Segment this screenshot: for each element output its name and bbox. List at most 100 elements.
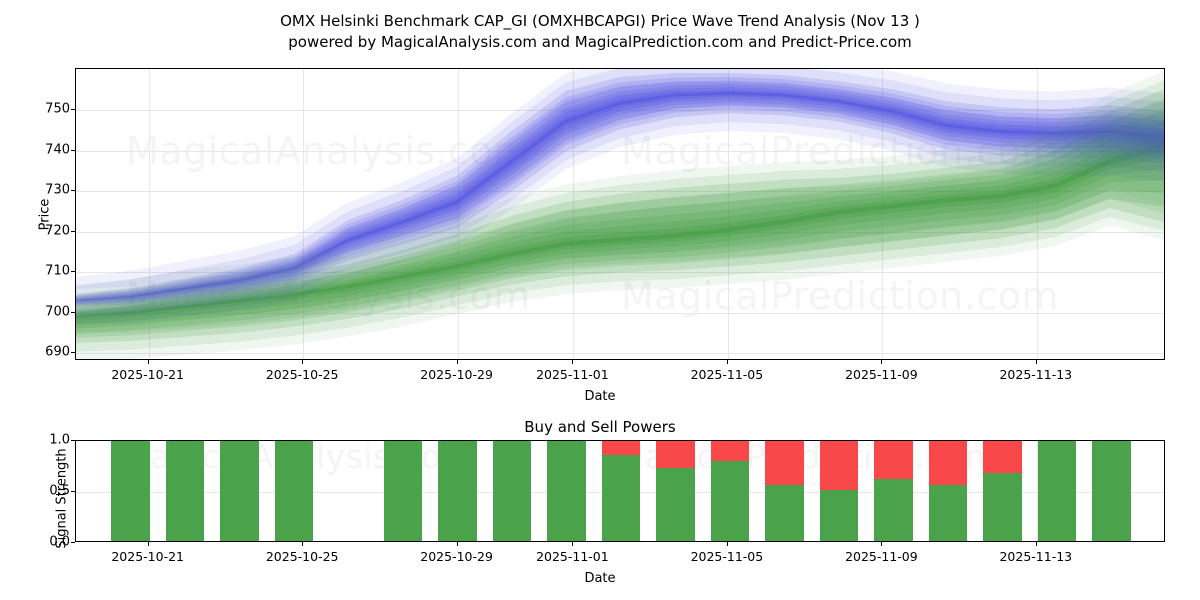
buy-power-segment [601,455,641,541]
buy-power-segment [710,461,750,541]
buy-power-segment [1092,441,1131,541]
signal-bar [438,441,477,541]
ytick-mark-710 [71,271,75,273]
price-y-axis-title: Price [37,198,53,231]
price-x-axis-title: Date [584,389,616,404]
figure-title-line2: powered by MagicalAnalysis.com and Magic… [288,33,912,51]
sell-power-segment [601,441,641,456]
xtick-mark-s5 [881,542,883,546]
ytick-730: 730 [45,182,70,198]
xtick-signal-2: 2025-10-29 [420,549,493,564]
sell-power-segment [928,441,968,485]
xtick-signal-3: 2025-11-01 [536,549,609,564]
xtick-signal-4: 2025-11-05 [690,549,764,564]
signal-bar [1037,441,1077,541]
ytick-mark-690 [71,352,75,354]
signal-chart-plot-area: MagicalAnalysis.com MagicalPrediction.co… [75,440,1165,542]
xtick-price-5: 2025-11-09 [845,367,918,382]
buy-power-segment [383,441,423,541]
buy-power-segment [547,441,586,541]
xtick-price-6: 2025-11-13 [999,367,1073,382]
signal-bar [765,441,804,541]
signal-bar [220,441,259,541]
price-wave-bands [76,69,1164,359]
buy-power-segment [492,441,532,541]
gridline-x-2025-11-13 [1036,69,1038,359]
ytick-740: 740 [45,142,70,158]
xtick-price-2: 2025-10-29 [420,367,493,382]
xtick-mark-s0 [147,542,149,546]
signal-bar [274,441,314,541]
signal-y-tickmarks [71,440,76,543]
signal-bar [1092,441,1131,541]
xtick-price-0: 2025-10-21 [111,367,185,382]
gridline-x-2025-11-09 [882,69,884,359]
ytick-mark-s0 [71,542,75,543]
ytick-720: 720 [45,223,70,239]
ytick-mark-750 [71,109,75,111]
signal-bar [547,441,586,541]
signal-bar [165,441,205,541]
sell-power-segment [874,441,913,479]
ytick-mark-s1 [71,440,75,441]
xtick-signal-6: 2025-11-13 [999,549,1073,564]
xtick-price-1: 2025-10-25 [265,367,339,382]
xtick-price-4: 2025-11-05 [690,367,764,382]
ytick-mark-s05 [71,491,75,492]
price-x-axis-labels: 2025-10-21 2025-10-25 2025-10-29 2025-11… [75,367,1165,385]
xtick-mark-s4 [726,542,728,546]
xtick-signal-1: 2025-10-25 [265,549,339,564]
gridline-x-2025-10-29 [457,69,459,359]
xtick-price-3: 2025-11-01 [536,367,609,382]
signal-bar [111,441,150,541]
signal-chart-title: Buy and Sell Powers [524,418,676,436]
buy-power-segment [111,441,150,541]
gridline-sx-2025-11-13 [1036,441,1038,541]
xtick-mark-p4 [726,360,728,364]
sell-power-segment [656,441,695,468]
gridline-y-710 [76,272,1164,274]
gridline-y-750 [76,110,1164,112]
buy-power-segment [656,467,695,541]
signal-bar [601,441,641,541]
price-chart-plot-area: MagicalAnalysis.com MagicalPrediction.co… [75,68,1165,360]
signal-x-axis-labels: 2025-10-21 2025-10-25 2025-10-29 2025-11… [75,549,1165,567]
sell-power-segment [710,441,750,462]
xtick-mark-s3 [572,542,574,546]
xtick-mark-s6 [1035,542,1037,546]
signal-bar [874,441,913,541]
signal-x-tickmarks [75,542,1165,548]
xtick-mark-p2 [456,360,458,364]
sell-power-segment [983,441,1022,473]
buy-power-segment [274,441,314,541]
signal-bar [710,441,750,541]
xtick-mark-p3 [572,360,574,364]
ytick-690: 690 [45,344,70,360]
signal-bar [492,441,532,541]
gridline-x-2025-10-25 [303,69,305,359]
xtick-mark-s2 [456,542,458,546]
signal-y-axis: 0.0 0.5 1.0 [18,433,70,550]
xtick-signal-0: 2025-10-21 [111,549,185,564]
ytick-710: 710 [45,263,70,279]
buy-power-segment [765,484,804,541]
price-y-axis: 690 700 710 720 730 740 750 [18,68,70,360]
figure-title-line1: OMX Helsinki Benchmark CAP_GI (OMXHBCAPG… [280,12,920,30]
buy-power-segment [438,441,477,541]
price-y-tickmarks [71,68,76,360]
ytick-mark-720 [71,230,75,232]
ytick-700: 700 [45,304,70,320]
gridline-y-740 [76,150,1164,152]
xtick-signal-5: 2025-11-09 [845,549,918,564]
gridline-x-2025-11-01 [573,69,575,359]
buy-power-segment [220,441,259,541]
ytick-mark-700 [71,311,75,313]
buy-power-segment [819,490,859,541]
gridline-y-730 [76,191,1164,193]
xtick-mark-p6 [1035,360,1037,364]
buy-power-segment [874,478,913,541]
ytick-signal-05: 0.5 [49,483,70,499]
ytick-signal-0: 0.0 [49,534,70,550]
ytick-signal-1: 1.0 [49,432,70,448]
